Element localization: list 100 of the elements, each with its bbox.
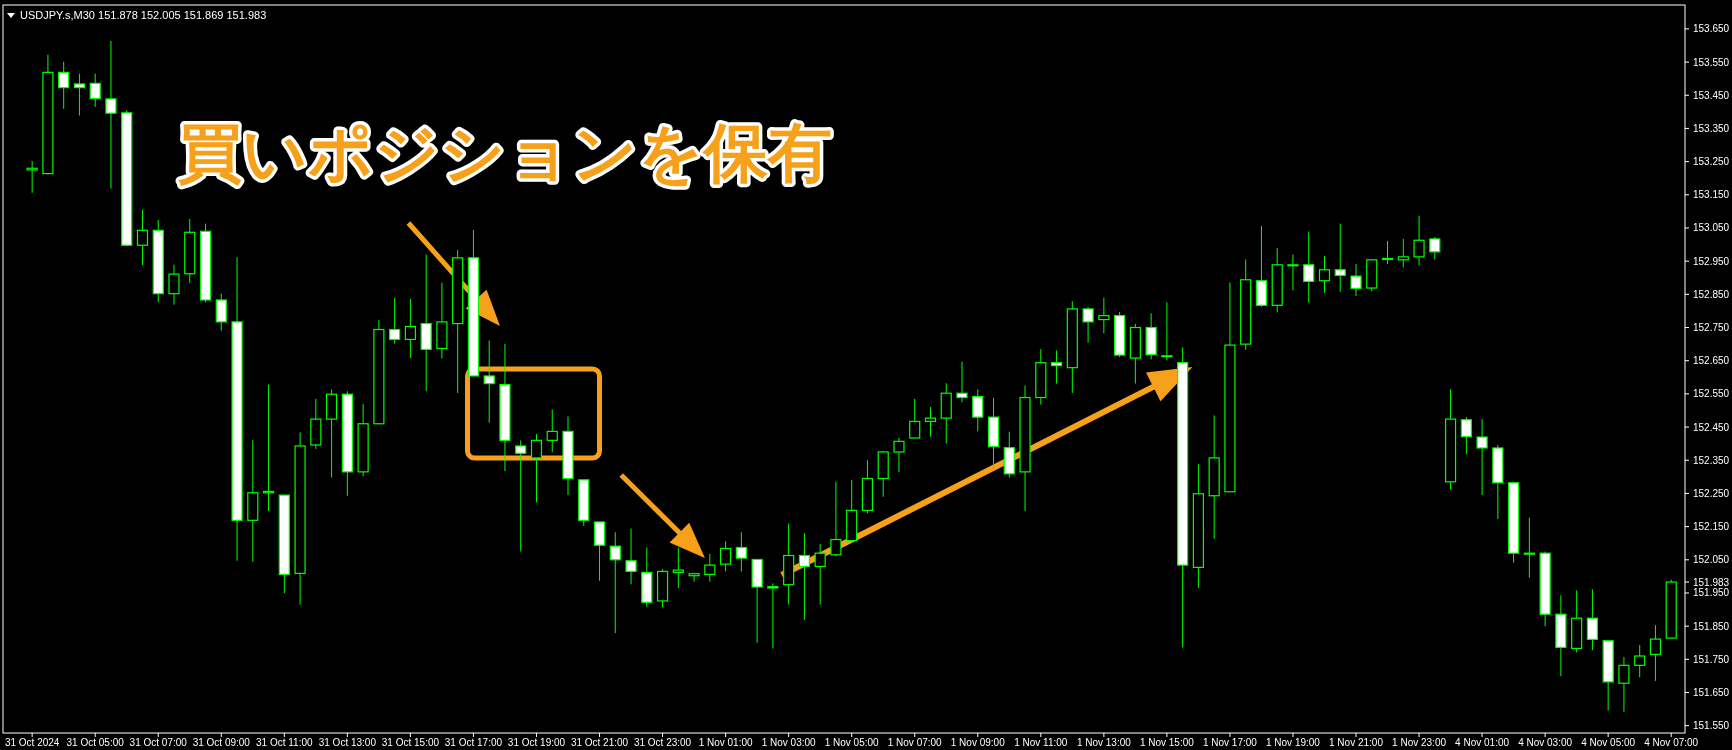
x-tick-label: 1 Nov 07:00 [887, 737, 943, 748]
x-tick-label: 31 Oct 21:00 [570, 737, 629, 748]
candlestick [1397, 238, 1409, 268]
candlestick [105, 40, 117, 189]
y-tick-label: 153.150 [1693, 189, 1730, 201]
x-tick-label: 31 Oct 19:00 [507, 737, 566, 748]
candlestick [1460, 416, 1472, 455]
y-tick-label: 153.350 [1693, 122, 1730, 134]
x-tick-label: 1 Nov 23:00 [1392, 737, 1447, 748]
candlestick [136, 209, 149, 266]
x-tick-label: 31 Oct 05:00 [66, 737, 125, 748]
y-tick-label: 151.550 [1693, 720, 1730, 732]
x-tick-label: 4 Nov 07:00 [1644, 737, 1699, 748]
x-tick-label: 1 Nov 17:00 [1202, 737, 1258, 748]
x-tick-label: 31 Oct 13:00 [318, 737, 377, 748]
y-tick-label: 153.450 [1693, 89, 1730, 101]
candlestick [1413, 215, 1425, 266]
y-tick-label: 152.350 [1693, 454, 1730, 466]
y-tick-label: 152.750 [1693, 322, 1730, 334]
candlestick [26, 160, 38, 194]
x-tick-label: 4 Nov 05:00 [1581, 737, 1636, 748]
candlestick [767, 582, 779, 649]
candlestick [168, 264, 180, 306]
candlestick [1523, 517, 1535, 579]
candlestick [956, 361, 968, 403]
candlestick [515, 439, 527, 552]
y-tick-label: 151.650 [1693, 687, 1730, 699]
y-tick-label: 153.550 [1693, 56, 1730, 68]
x-tick-label: 4 Nov 01:00 [1455, 737, 1510, 748]
y-tick-label: 152.650 [1693, 355, 1730, 367]
candlestick [1161, 301, 1173, 361]
candlestick [1381, 240, 1394, 265]
candlestick [924, 406, 937, 438]
x-tick-label: 31 Oct 07:00 [129, 737, 188, 748]
y-tick-label: 151.950 [1693, 587, 1730, 599]
candlestick [89, 73, 101, 108]
x-tick-label: 1 Nov 05:00 [824, 737, 880, 748]
candlestick [609, 531, 621, 634]
candlestick [672, 547, 684, 589]
y-tick-label: 151.983 [1693, 576, 1730, 588]
candlestick [73, 73, 86, 116]
candlestick [972, 388, 984, 432]
y-tick-label: 151.750 [1693, 653, 1730, 665]
candlestick [798, 532, 810, 621]
annotation: 買いポジションを保有 [178, 117, 832, 189]
candlestick [720, 540, 732, 572]
candlestick [814, 543, 826, 606]
x-tick-label: 1 Nov 01:00 [698, 737, 753, 748]
x-tick-label: 1 Nov 11:00 [1014, 737, 1068, 748]
x-tick-label: 1 Nov 03:00 [761, 737, 817, 748]
x-tick-label: 1 Nov 21:00 [1329, 737, 1384, 748]
x-tick-label: 31 Oct 11:00 [256, 737, 314, 748]
candlestick [1618, 656, 1630, 713]
candlestick [688, 572, 700, 583]
candlestick [58, 61, 70, 110]
x-tick-label: 1 Nov 15:00 [1139, 737, 1195, 748]
y-tick-label: 153.050 [1693, 222, 1730, 234]
x-tick-label: 31 Oct 09:00 [192, 737, 251, 748]
y-tick-label: 152.250 [1693, 487, 1730, 499]
candlestick [1050, 349, 1063, 385]
candlestick [389, 297, 401, 345]
candlestick [1082, 306, 1094, 344]
candlestick [404, 298, 416, 359]
y-tick-label: 152.150 [1693, 521, 1730, 533]
candlestick [483, 339, 495, 424]
candlestick [1303, 231, 1315, 304]
candlestick [704, 553, 716, 583]
y-tick-label: 153.250 [1693, 156, 1730, 168]
candlestick [909, 398, 921, 439]
candlestick [530, 433, 543, 503]
y-tick-label: 152.950 [1693, 255, 1730, 267]
candlestick [1649, 624, 1662, 682]
candlestick [1350, 263, 1362, 297]
y-tick-label: 152.550 [1693, 388, 1730, 400]
candlestick [1318, 255, 1331, 294]
x-tick-label: 1 Nov 09:00 [950, 737, 1006, 748]
candlestick [593, 521, 606, 582]
candlestick [1476, 418, 1488, 496]
y-tick-label: 152.050 [1693, 554, 1730, 566]
x-tick-label: 1 Nov 19:00 [1266, 737, 1321, 748]
candlestick [1334, 223, 1346, 293]
candlestick [735, 531, 747, 572]
candlestick [1429, 236, 1441, 260]
candlestick [1634, 644, 1646, 678]
x-tick-label: 31 Oct 2024 [4, 737, 60, 748]
candlestick [1098, 297, 1110, 334]
candlestick [546, 408, 558, 453]
x-tick-label: 31 Oct 23:00 [633, 737, 692, 748]
y-tick-label: 151.850 [1693, 620, 1730, 632]
chart-title: USDJPY.s,M30 151.878 152.005 151.869 151.983 [20, 9, 267, 21]
y-tick-label: 152.850 [1693, 288, 1730, 300]
candlestick [830, 481, 842, 557]
x-tick-label: 31 Oct 17:00 [444, 737, 503, 748]
x-tick-label: 1 Nov 13:00 [1076, 737, 1132, 748]
candlestick [1586, 588, 1599, 651]
candlestick [625, 528, 637, 585]
candlestick [893, 437, 905, 473]
y-tick-label: 152.450 [1693, 421, 1730, 433]
candlestick [1287, 254, 1299, 291]
y-tick-label: 153.650 [1693, 23, 1730, 35]
